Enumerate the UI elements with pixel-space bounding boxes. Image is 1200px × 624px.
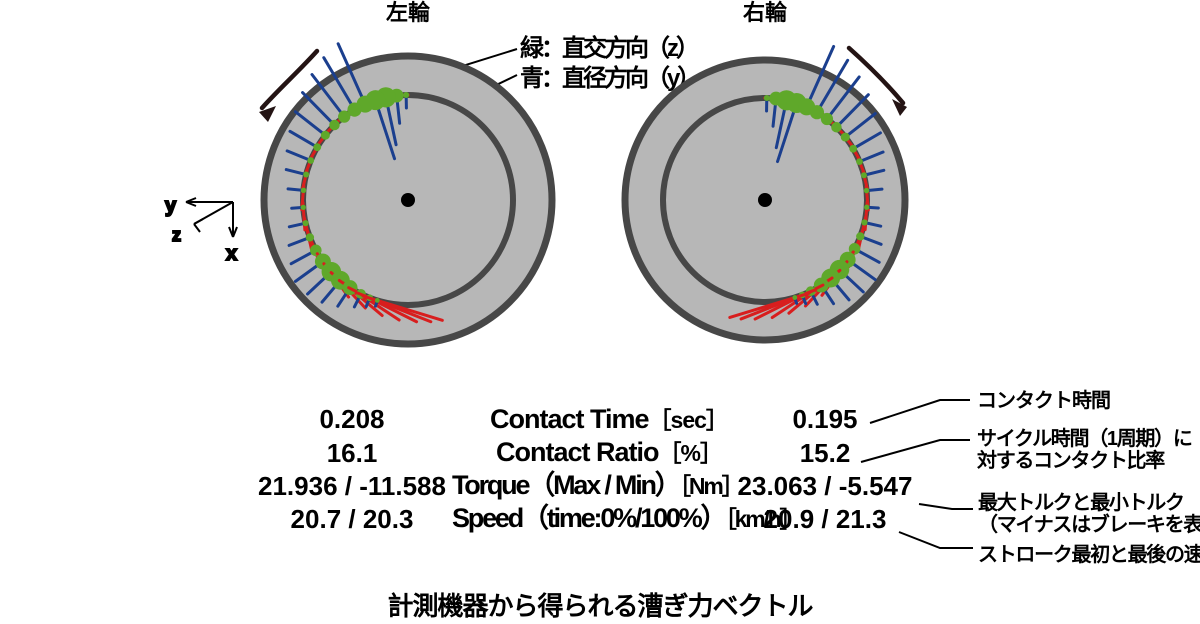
svg-text:（マイナスはブレーキを表す）: （マイナスはブレーキを表す） — [978, 512, 1200, 536]
svg-text:x: x — [226, 243, 237, 265]
svg-text:z: z — [172, 225, 181, 245]
svg-text:サイクル時間（1周期）に: サイクル時間（1周期）に — [977, 426, 1192, 450]
svg-text:0.208: 0.208 — [319, 404, 384, 434]
svg-text:15.2: 15.2 — [800, 438, 851, 468]
svg-text:20.7 / 20.3: 20.7 / 20.3 — [291, 504, 414, 534]
svg-text:Torque（Max / Min）［Nm］: Torque（Max / Min）［Nm］ — [452, 470, 742, 500]
svg-text:Speed（time:0%/100%）［km/h］: Speed（time:0%/100%）［km/h］ — [452, 503, 800, 533]
svg-text:対するコンタクト比率: 対するコンタクト比率 — [976, 448, 1165, 472]
svg-text:最大トルクと最小トルク: 最大トルクと最小トルク — [978, 491, 1184, 514]
svg-text:緑：直交方向（z）: 緑：直交方向（z） — [520, 34, 697, 62]
svg-text:16.1: 16.1 — [327, 438, 378, 468]
svg-text:20.9 / 21.3: 20.9 / 21.3 — [764, 504, 887, 534]
svg-text:右輪: 右輪 — [743, 0, 788, 25]
svg-text:計測機器から得られる漕ぎ力ベクトル: 計測機器から得られる漕ぎ力ベクトル — [387, 591, 813, 621]
svg-text:0.195: 0.195 — [792, 404, 857, 434]
svg-text:コンタクト時間: コンタクト時間 — [977, 388, 1110, 412]
svg-text:23.063 / -5.547: 23.063 / -5.547 — [738, 471, 913, 501]
svg-text:21.936 / -11.588: 21.936 / -11.588 — [258, 471, 446, 501]
svg-text:左輪: 左輪 — [386, 0, 431, 25]
svg-text:y: y — [165, 195, 177, 217]
svg-text:Contact Ratio［%］: Contact Ratio［%］ — [496, 437, 722, 467]
svg-text:青：直径方向（y）: 青：直径方向（y） — [520, 64, 698, 92]
svg-text:Contact Time［sec］: Contact Time［sec］ — [490, 404, 728, 434]
svg-text:ストローク最初と最後の速度: ストローク最初と最後の速度 — [978, 542, 1200, 566]
